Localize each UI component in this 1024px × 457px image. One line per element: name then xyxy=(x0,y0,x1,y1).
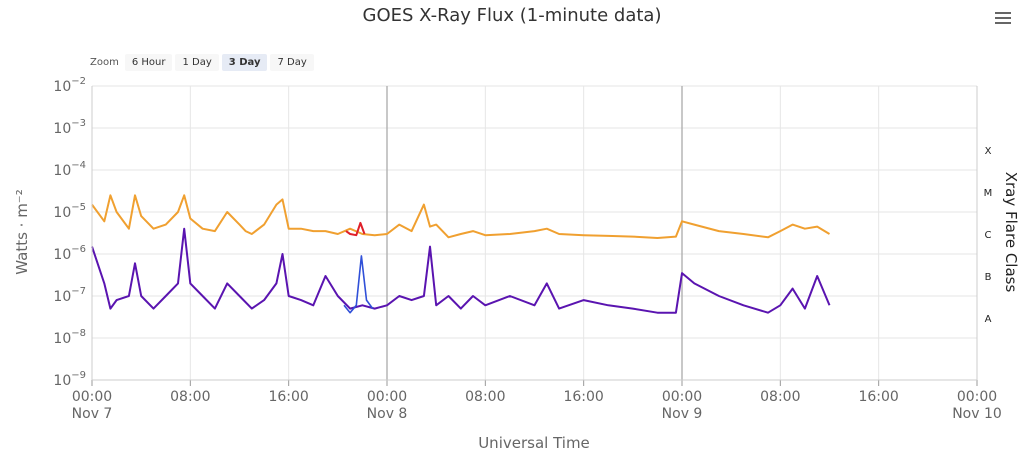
grid xyxy=(91,85,978,381)
y-tick-label: 10−9 xyxy=(53,370,86,389)
x-tick-time: 00:00 xyxy=(367,389,407,405)
series-line-short xyxy=(91,227,831,314)
flare-class-label: X xyxy=(985,146,992,157)
zoom-label: Zoom xyxy=(90,56,119,68)
zoom-7-day-button[interactable]: 7 Day xyxy=(270,53,314,71)
x-tick-time: 08:00 xyxy=(170,389,210,405)
flare-class-label: B xyxy=(985,272,992,283)
x-tick-date: Nov 9 xyxy=(662,406,703,422)
chart-menu-icon[interactable] xyxy=(993,10,1013,26)
x-tick-time: 16:00 xyxy=(563,389,603,405)
x-tick-date: Nov 8 xyxy=(367,406,408,422)
y-tick-label: 10−2 xyxy=(53,76,86,95)
x-tick-time: 00:00 xyxy=(662,389,702,405)
x-tick-time: 16:00 xyxy=(268,389,308,405)
y-tick-label: 10−6 xyxy=(53,244,86,263)
y-tick-label: 10−5 xyxy=(53,202,86,221)
x-tick-time: 16:00 xyxy=(858,389,898,405)
zoom-bar: Zoom 6 Hour 1 Day 3 Day 7 Day xyxy=(90,51,317,73)
y-tick-label: 10−7 xyxy=(53,286,86,305)
flare-class-label: A xyxy=(985,314,992,325)
x-axis-title: Universal Time xyxy=(478,434,590,452)
right-axis-title: Xray Flare Class xyxy=(1002,172,1020,293)
y-tick-label: 10−4 xyxy=(53,160,86,179)
x-tick-date: Nov 10 xyxy=(952,406,1002,422)
y-tick-label: 10−8 xyxy=(53,328,86,347)
y-tick-label: 10−3 xyxy=(53,118,86,137)
series-layer xyxy=(91,194,831,314)
flare-class-label: C xyxy=(985,230,992,241)
zoom-6-hour-button[interactable]: 6 Hour xyxy=(124,53,173,71)
y-axis-title: Watts · m⁻² xyxy=(13,189,31,275)
x-tick-time: 08:00 xyxy=(760,389,800,405)
series-line-short-secondary xyxy=(343,255,374,314)
zoom-3-day-button[interactable]: 3 Day xyxy=(221,53,268,71)
x-tick-date: Nov 7 xyxy=(72,406,113,422)
chart-title: GOES X-Ray Flux (1-minute data) xyxy=(362,5,662,26)
axes: 10−910−810−710−610−510−410−310−200:00Nov… xyxy=(53,76,1001,422)
x-tick-time: 00:00 xyxy=(957,389,997,405)
x-tick-time: 00:00 xyxy=(72,389,112,405)
x-tick-time: 08:00 xyxy=(465,389,505,405)
flare-class-label: M xyxy=(984,188,993,199)
zoom-1-day-button[interactable]: 1 Day xyxy=(175,53,219,71)
series-line-long-highlight xyxy=(345,221,366,237)
series-line-long xyxy=(91,194,831,239)
